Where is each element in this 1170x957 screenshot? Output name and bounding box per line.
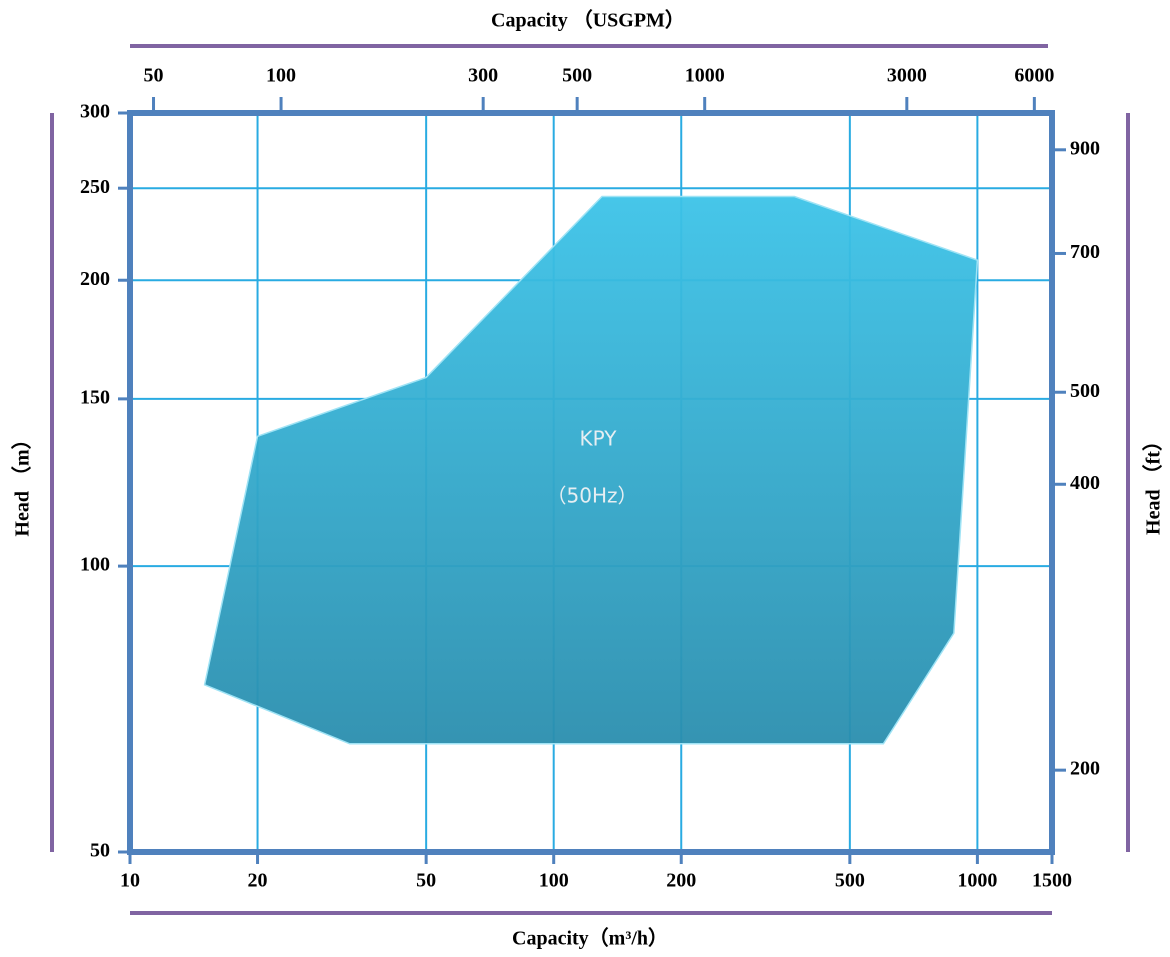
x2-tick-label: 6000 bbox=[1014, 65, 1054, 87]
x-tick-label: 200 bbox=[666, 870, 696, 892]
y-tick-label: 250 bbox=[80, 176, 110, 198]
x2-tick-label: 3000 bbox=[887, 65, 927, 87]
y-tick-label: 200 bbox=[80, 268, 110, 290]
plot-frame bbox=[127, 110, 1055, 855]
y2-tick-label: 700 bbox=[1070, 241, 1100, 263]
region-sublabel: （50Hz） bbox=[547, 484, 638, 508]
y2-tick-label: 900 bbox=[1070, 137, 1100, 159]
x-tick-label: 10 bbox=[120, 870, 140, 892]
operating-region bbox=[203, 195, 979, 745]
y2-tick-label: 500 bbox=[1070, 380, 1100, 402]
x-tick-label: 500 bbox=[835, 870, 865, 892]
y-tick-label: 300 bbox=[80, 101, 110, 123]
y2-axis-title: Head （ft） bbox=[1142, 431, 1165, 535]
x-tick-label: 20 bbox=[248, 870, 268, 892]
x2-tick-label: 500 bbox=[562, 65, 592, 87]
y-axis-title: Head （m） bbox=[11, 429, 34, 536]
x-tick-label: 1500 bbox=[1032, 870, 1072, 892]
y2-tick-label: 200 bbox=[1070, 758, 1100, 780]
top-axis-title: Capacity （USGPM） bbox=[491, 9, 685, 32]
x2-tick-label: 100 bbox=[266, 65, 296, 87]
y-tick-label: 50 bbox=[90, 840, 110, 862]
x-tick-label: 100 bbox=[539, 870, 569, 892]
x-axis-title: Capacity（m³/h） bbox=[512, 927, 668, 950]
y-tick-label: 100 bbox=[80, 554, 110, 576]
x2-tick-label: 300 bbox=[468, 65, 498, 87]
x2-tick-label: 50 bbox=[144, 65, 164, 87]
y-tick-label: 150 bbox=[80, 386, 110, 408]
region-label: KPY bbox=[580, 427, 618, 451]
y2-tick-label: 400 bbox=[1070, 472, 1100, 494]
x-tick-label: 1000 bbox=[957, 870, 997, 892]
x2-tick-label: 1000 bbox=[685, 65, 725, 87]
x-tick-label: 50 bbox=[416, 870, 436, 892]
